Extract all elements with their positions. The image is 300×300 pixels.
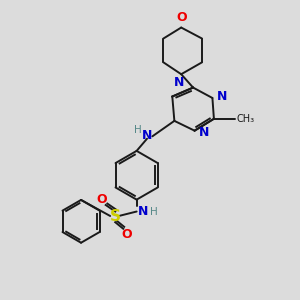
Text: CH₃: CH₃ (236, 114, 254, 124)
Text: O: O (176, 11, 187, 24)
Text: N: N (142, 129, 152, 142)
Text: H: H (150, 206, 158, 217)
Text: O: O (96, 193, 106, 206)
Text: N: N (199, 126, 209, 139)
Text: N: N (138, 205, 148, 218)
Text: H: H (134, 125, 142, 135)
Text: N: N (174, 76, 184, 89)
Text: O: O (122, 228, 132, 241)
Text: N: N (217, 90, 227, 103)
Text: S: S (110, 209, 121, 224)
